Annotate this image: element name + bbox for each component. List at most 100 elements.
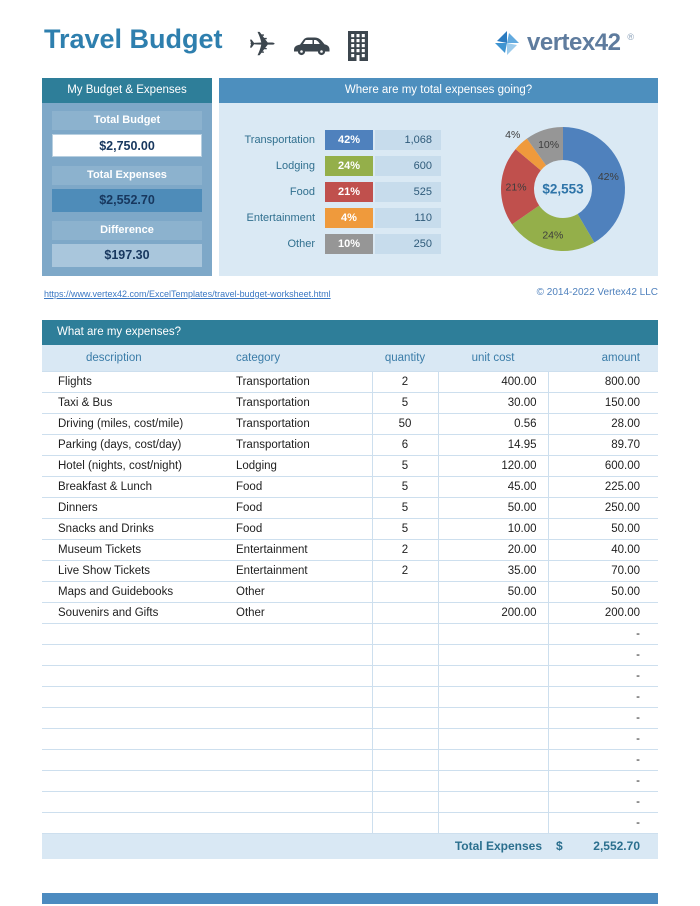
unit-cost-cell[interactable]: 50.00 — [437, 497, 548, 519]
description-cell[interactable] — [42, 707, 228, 729]
description-cell[interactable]: Snacks and Drinks — [42, 518, 228, 540]
quantity-cell[interactable] — [371, 812, 438, 834]
amount-cell[interactable]: 800.00 — [547, 371, 658, 393]
amount-cell[interactable]: 600.00 — [547, 455, 658, 477]
unit-cost-cell[interactable]: 120.00 — [437, 455, 548, 477]
quantity-cell[interactable]: 5 — [371, 455, 438, 477]
quantity-cell[interactable] — [371, 602, 438, 624]
unit-cost-cell[interactable]: 30.00 — [437, 392, 548, 414]
amount-cell[interactable]: 50.00 — [547, 581, 658, 603]
unit-cost-cell[interactable] — [437, 770, 548, 792]
description-cell[interactable]: Taxi & Bus — [42, 392, 228, 414]
description-cell[interactable] — [42, 686, 228, 708]
description-cell[interactable]: Breakfast & Lunch — [42, 476, 228, 498]
description-cell[interactable]: Souvenirs and Gifts — [42, 602, 228, 624]
quantity-cell[interactable]: 50 — [371, 413, 438, 435]
quantity-cell[interactable] — [371, 686, 438, 708]
unit-cost-cell[interactable] — [437, 812, 548, 834]
amount-cell[interactable]: - — [547, 749, 658, 771]
unit-cost-cell[interactable] — [437, 623, 548, 645]
quantity-cell[interactable] — [371, 707, 438, 729]
description-cell[interactable] — [42, 812, 228, 834]
description-cell[interactable] — [42, 770, 228, 792]
unit-cost-cell[interactable]: 35.00 — [437, 560, 548, 582]
quantity-cell[interactable] — [371, 728, 438, 750]
description-cell[interactable]: Hotel (nights, cost/night) — [42, 455, 228, 477]
category-cell[interactable]: Food — [228, 476, 372, 498]
description-cell[interactable] — [42, 665, 228, 687]
unit-cost-cell[interactable]: 14.95 — [437, 434, 548, 456]
unit-cost-cell[interactable]: 0.56 — [437, 413, 548, 435]
unit-cost-cell[interactable] — [437, 686, 548, 708]
unit-cost-cell[interactable] — [437, 749, 548, 771]
category-cell[interactable]: Food — [228, 497, 372, 519]
description-cell[interactable]: Museum Tickets — [42, 539, 228, 561]
quantity-cell[interactable]: 2 — [371, 539, 438, 561]
quantity-cell[interactable]: 2 — [371, 371, 438, 393]
amount-cell[interactable]: - — [547, 644, 658, 666]
category-cell[interactable]: Other — [228, 602, 372, 624]
quantity-cell[interactable] — [371, 644, 438, 666]
amount-cell[interactable]: - — [547, 707, 658, 729]
category-cell[interactable]: Transportation — [228, 392, 372, 414]
description-cell[interactable]: Flights — [42, 371, 228, 393]
category-cell[interactable]: Transportation — [228, 371, 372, 393]
description-cell[interactable] — [42, 623, 228, 645]
quantity-cell[interactable] — [371, 581, 438, 603]
quantity-cell[interactable] — [371, 791, 438, 813]
amount-cell[interactable]: - — [547, 728, 658, 750]
amount-cell[interactable]: 50.00 — [547, 518, 658, 540]
quantity-cell[interactable]: 5 — [371, 497, 438, 519]
quantity-cell[interactable] — [371, 623, 438, 645]
description-cell[interactable]: Parking (days, cost/day) — [42, 434, 228, 456]
category-cell[interactable] — [228, 623, 372, 645]
amount-cell[interactable]: 28.00 — [547, 413, 658, 435]
total-budget-value[interactable]: $2,750.00 — [52, 134, 202, 157]
description-cell[interactable]: Dinners — [42, 497, 228, 519]
description-cell[interactable]: Maps and Guidebooks — [42, 581, 228, 603]
amount-cell[interactable]: - — [547, 665, 658, 687]
description-cell[interactable]: Live Show Tickets — [42, 560, 228, 582]
unit-cost-cell[interactable] — [437, 728, 548, 750]
category-cell[interactable] — [228, 644, 372, 666]
category-cell[interactable] — [228, 770, 372, 792]
category-cell[interactable]: Other — [228, 581, 372, 603]
unit-cost-cell[interactable]: 50.00 — [437, 581, 548, 603]
quantity-cell[interactable] — [371, 770, 438, 792]
unit-cost-cell[interactable]: 20.00 — [437, 539, 548, 561]
description-cell[interactable] — [42, 644, 228, 666]
description-cell[interactable] — [42, 728, 228, 750]
category-cell[interactable]: Transportation — [228, 413, 372, 435]
unit-cost-cell[interactable]: 200.00 — [437, 602, 548, 624]
amount-cell[interactable]: 250.00 — [547, 497, 658, 519]
quantity-cell[interactable]: 6 — [371, 434, 438, 456]
unit-cost-cell[interactable] — [437, 791, 548, 813]
unit-cost-cell[interactable]: 400.00 — [437, 371, 548, 393]
category-cell[interactable]: Food — [228, 518, 372, 540]
quantity-cell[interactable]: 5 — [371, 392, 438, 414]
category-cell[interactable]: Transportation — [228, 434, 372, 456]
amount-cell[interactable]: - — [547, 686, 658, 708]
unit-cost-cell[interactable] — [437, 707, 548, 729]
description-cell[interactable] — [42, 749, 228, 771]
quantity-cell[interactable]: 5 — [371, 518, 438, 540]
category-cell[interactable] — [228, 707, 372, 729]
unit-cost-cell[interactable] — [437, 644, 548, 666]
quantity-cell[interactable] — [371, 665, 438, 687]
amount-cell[interactable]: - — [547, 623, 658, 645]
source-link[interactable]: https://www.vertex42.com/ExcelTemplates/… — [44, 289, 331, 299]
amount-cell[interactable]: - — [547, 812, 658, 834]
category-cell[interactable]: Entertainment — [228, 539, 372, 561]
category-cell[interactable] — [228, 749, 372, 771]
quantity-cell[interactable]: 5 — [371, 476, 438, 498]
category-cell[interactable] — [228, 728, 372, 750]
description-cell[interactable]: Driving (miles, cost/mile) — [42, 413, 228, 435]
category-cell[interactable] — [228, 812, 372, 834]
amount-cell[interactable]: 70.00 — [547, 560, 658, 582]
quantity-cell[interactable] — [371, 749, 438, 771]
category-cell[interactable]: Entertainment — [228, 560, 372, 582]
amount-cell[interactable]: - — [547, 791, 658, 813]
quantity-cell[interactable]: 2 — [371, 560, 438, 582]
unit-cost-cell[interactable]: 45.00 — [437, 476, 548, 498]
category-cell[interactable]: Lodging — [228, 455, 372, 477]
